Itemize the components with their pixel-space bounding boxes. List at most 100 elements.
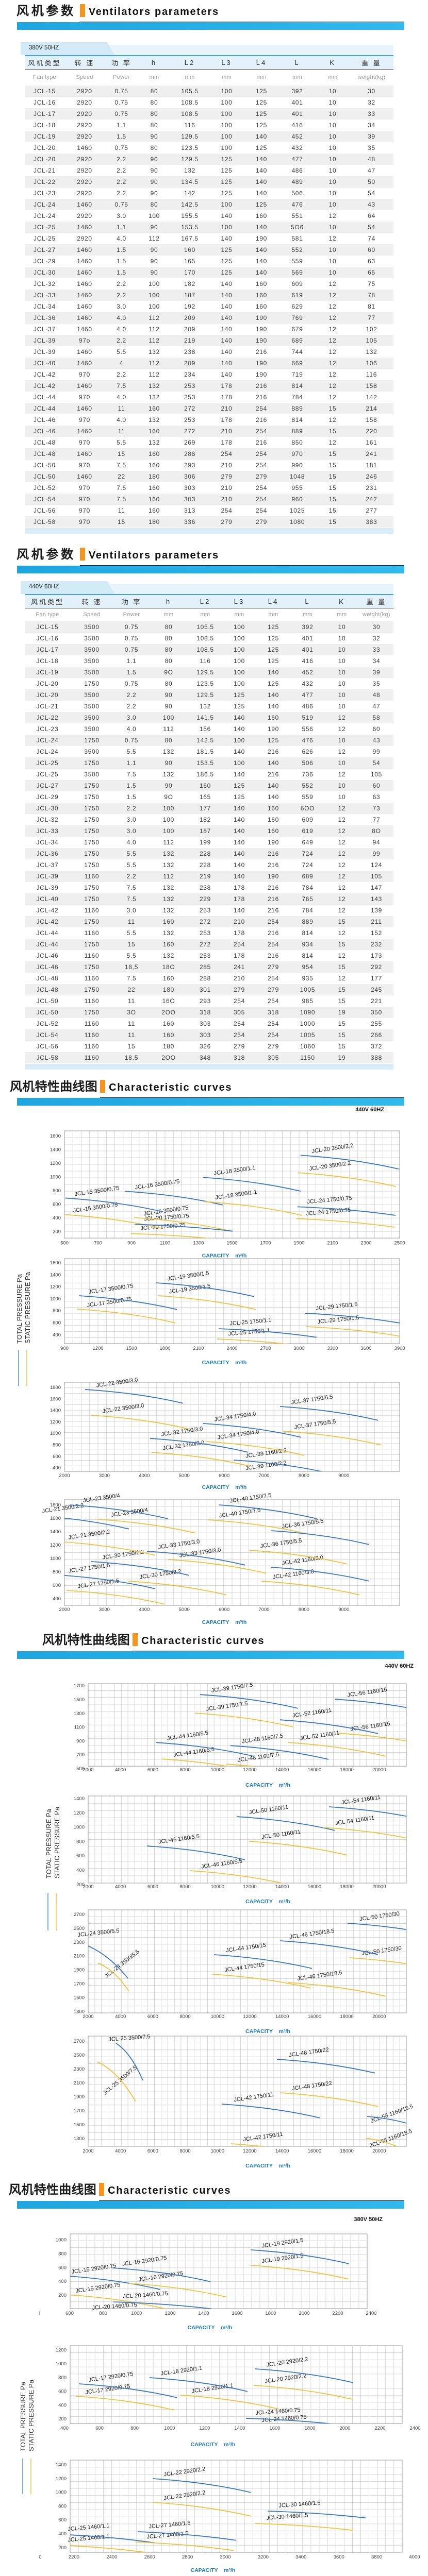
svg-text:2000: 2000	[83, 2014, 93, 2020]
svg-text:400: 400	[76, 1868, 85, 1873]
svg-text:800: 800	[53, 1188, 61, 1193]
svg-text:1000: 1000	[56, 2490, 67, 2496]
svg-text:1000: 1000	[56, 2238, 67, 2243]
svg-text:2200: 2200	[332, 2311, 343, 2316]
svg-text:600: 600	[53, 1583, 61, 1588]
svg-text:500: 500	[60, 1240, 69, 1246]
svg-text:1900: 1900	[74, 2094, 85, 2100]
svg-text:JCL-15 2920/0.75: JCL-15 2920/0.75	[75, 2282, 121, 2294]
svg-text:1000: 1000	[50, 1431, 61, 1436]
svg-text:3600: 3600	[360, 1346, 371, 1351]
svg-text:1600: 1600	[50, 1516, 61, 1521]
svg-text:5000: 5000	[179, 1607, 190, 1613]
svg-text:JCL-25 3500/7.5: JCL-25 3500/7.5	[102, 2064, 138, 2096]
svg-text:1600: 1600	[50, 1396, 61, 1402]
svg-text:1900: 1900	[293, 1240, 304, 1246]
svg-text:2100: 2100	[327, 1240, 338, 1246]
svg-text:JCL-30 1460/1.5: JCL-30 1460/1.5	[266, 2512, 308, 2521]
svg-text:8000: 8000	[180, 1767, 191, 1773]
svg-text:3000: 3000	[99, 1607, 110, 1613]
svg-text:JCL-33 1750/3.0: JCL-33 1750/3.0	[158, 1538, 200, 1550]
svg-text:JCL-25 3500/7.5: JCL-25 3500/7.5	[108, 2033, 151, 2043]
svg-text:20000: 20000	[372, 1767, 386, 1773]
svg-text:JCL-48 1750/22: JCL-48 1750/22	[291, 2080, 332, 2092]
svg-text:1700: 1700	[74, 1683, 85, 1689]
svg-text:JCL-20 1460/0.75: JCL-20 1460/0.75	[123, 2291, 168, 2300]
svg-text:16000: 16000	[308, 2148, 321, 2154]
svg-text:2700: 2700	[74, 2039, 85, 2044]
svg-text:1500: 1500	[74, 1995, 85, 2001]
svg-text:9000: 9000	[338, 1473, 349, 1479]
svg-text:JCL-20 1460/0.75: JCL-20 1460/0.75	[92, 2302, 137, 2311]
svg-text:1800: 1800	[304, 2426, 315, 2431]
svg-text:14000: 14000	[275, 2014, 289, 2020]
svg-text:JCL-48 1160/7.5: JCL-48 1160/7.5	[241, 1733, 283, 1744]
svg-text:800: 800	[130, 2426, 139, 2431]
svg-text:1300: 1300	[193, 1240, 204, 1246]
svg-text:600: 600	[95, 2426, 104, 2431]
svg-text:600: 600	[76, 1853, 85, 1859]
svg-text:JCL-22 3500/3.0: JCL-22 3500/3.0	[96, 1377, 138, 1388]
svg-text:1600: 1600	[269, 2426, 280, 2431]
svg-text:1200: 1200	[56, 2348, 67, 2353]
svg-text:800: 800	[53, 1569, 61, 1575]
svg-text:9000: 9000	[338, 1607, 349, 1613]
svg-text:3000: 3000	[99, 1473, 110, 1479]
svg-text:1200: 1200	[50, 1284, 61, 1290]
svg-text:1000: 1000	[50, 1174, 61, 1180]
svg-text:18000: 18000	[340, 2148, 353, 2154]
svg-text:7000: 7000	[258, 1473, 269, 1479]
svg-text:JCL-23 3500/4: JCL-23 3500/4	[110, 1507, 148, 1518]
svg-text:6000: 6000	[219, 1607, 229, 1613]
svg-text:900: 900	[76, 1738, 85, 1744]
svg-text:1200: 1200	[50, 1543, 61, 1548]
svg-text:14000: 14000	[275, 2148, 289, 2154]
svg-text:600: 600	[53, 1201, 61, 1207]
svg-text:JCL-17 3500/0.75: JCL-17 3500/0.75	[88, 1283, 134, 1295]
svg-text:2300: 2300	[74, 2066, 85, 2072]
svg-text:JCL-52 1160/11: JCL-52 1160/11	[292, 1707, 332, 1719]
svg-text:1400: 1400	[234, 2426, 245, 2431]
svg-text:6000: 6000	[147, 1767, 158, 1773]
svg-text:1800: 1800	[50, 1502, 61, 1508]
svg-text:400: 400	[58, 2402, 67, 2408]
svg-text:1000: 1000	[50, 1296, 61, 1302]
svg-text:JCL-36 1750/5.5: JCL-36 1750/5.5	[282, 1518, 324, 1530]
svg-text:CAPACITY m³/h: CAPACITY m³/h	[202, 1360, 247, 1366]
svg-text:600: 600	[58, 2517, 67, 2523]
svg-text:7000: 7000	[258, 1607, 269, 1613]
svg-text:10000: 10000	[211, 2014, 224, 2020]
svg-text:800: 800	[53, 1308, 61, 1314]
svg-text:600: 600	[58, 2265, 67, 2270]
svg-text:18000: 18000	[340, 1767, 353, 1773]
svg-text:6000: 6000	[147, 1884, 158, 1890]
svg-text:JCL-25 1750/1.1: JCL-25 1750/1.1	[228, 1327, 270, 1337]
svg-text:1000: 1000	[74, 1825, 85, 1831]
svg-text:1400: 1400	[50, 1408, 61, 1414]
svg-text:1700: 1700	[260, 1240, 271, 1246]
svg-text:JCL-46 1160/5.5: JCL-46 1160/5.5	[201, 1858, 242, 1870]
svg-text:JCL-29 1750/1.5: JCL-29 1750/1.5	[317, 1315, 359, 1325]
svg-text:800: 800	[58, 2503, 67, 2509]
svg-text:20000: 20000	[372, 2148, 386, 2154]
svg-text:2700: 2700	[74, 1912, 85, 1918]
svg-text:1500: 1500	[126, 1346, 137, 1351]
svg-text:1400: 1400	[56, 2462, 67, 2468]
svg-text:2300: 2300	[74, 1940, 85, 1945]
svg-text:800: 800	[53, 1443, 61, 1448]
svg-text:1000: 1000	[131, 2311, 142, 2316]
svg-text:JCL-21 3500/2.2: JCL-21 3500/2.2	[42, 1502, 84, 1514]
svg-text:4000: 4000	[139, 1473, 150, 1479]
svg-text:CAPACITY m³/h: CAPACITY m³/h	[202, 1619, 247, 1625]
svg-text:3200: 3200	[258, 2554, 269, 2560]
svg-text:2000: 2000	[339, 2426, 350, 2431]
svg-text:CAPACITY m³/h: CAPACITY m³/h	[202, 1252, 247, 1259]
svg-text:JCL-20 1750/0.75: JCL-20 1750/0.75	[140, 1222, 186, 1231]
svg-text:1200: 1200	[92, 1346, 103, 1351]
svg-text:1200: 1200	[74, 1810, 85, 1816]
svg-text:JCL-37 1750/5.5: JCL-37 1750/5.5	[291, 1394, 333, 1405]
svg-text:1400: 1400	[198, 2311, 209, 2316]
svg-text:2400: 2400	[366, 2311, 376, 2316]
svg-text:JCL-27 1750/1.5: JCL-27 1750/1.5	[77, 1578, 120, 1589]
svg-text:2500: 2500	[394, 1240, 405, 1246]
